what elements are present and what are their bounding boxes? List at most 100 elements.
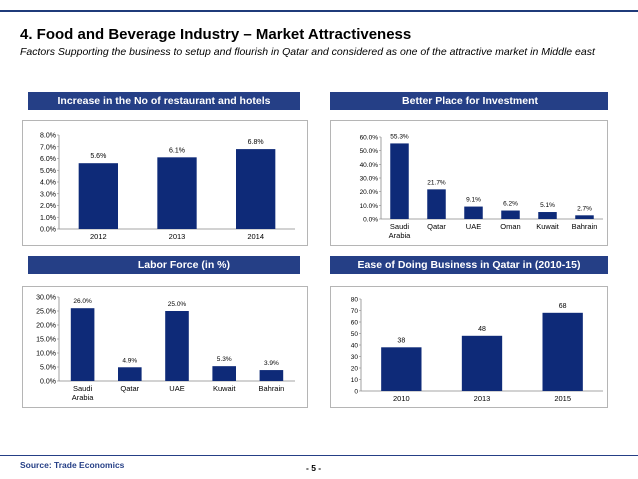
investment-data-label: 21.7% [427,179,446,186]
business-bar [542,312,583,391]
investment-ytick-label: 20.0% [360,189,379,196]
business-ytick-label: 70 [351,308,359,315]
investment-bar [390,143,409,219]
restaurants-chart: 0.0% 1.0% 2.0% 3.0% 4.0% 5.0% 6.0% 7.0% 8.0% 5.6%… [22,120,308,246]
investment-ytick-label: 10.0% [360,203,379,210]
investment-bar [575,215,594,219]
page-title: 4. Food and Beverage Industry – Market A… [20,26,412,43]
investment-ytick-label: 60.0% [360,135,379,142]
investment-data-label: 6.2% [503,201,518,208]
labor-data-label: 26.0% [73,298,92,305]
investment-ytick-label: 30.0% [360,176,379,183]
labor-ytick-label: 25.0% [36,309,56,316]
restaurants-ytick-label: 2.0% [40,203,56,210]
business-category-label: 2013 [474,394,491,403]
business-category-label: 2010 [393,394,410,403]
business-data-label: 38 [397,337,405,344]
investment-ytick-label: 40.0% [360,162,379,169]
investment-category-label: Oman [500,222,520,231]
restaurants-ytick-label: 1.0% [40,215,56,222]
labor-ytick-label: 10.0% [36,351,56,358]
restaurants-ytick-label: 6.0% [40,156,56,163]
investment-data-label: 9.1% [466,197,481,204]
business-chart-svg: 0 10 20 30 40 50 60 70 80 38 2010 48 2013 68 2015 [351,297,603,403]
labor-chart-title: Labor Force (in %) [137,259,230,271]
labor-category-label: UAE [169,384,184,393]
investment-chart-banner: Better Place for Investment [330,92,608,110]
restaurants-data-label: 6.8% [248,139,264,146]
investment-category-label: Qatar [427,222,446,231]
business-ytick-label: 20 [351,366,359,373]
investment-data-label: 5.1% [540,202,555,209]
labor-bar [212,366,236,381]
investment-bar [538,212,557,219]
investment-bar [464,206,483,219]
investment-ytick-label: 50.0% [360,148,379,155]
investment-bar [427,189,446,219]
restaurants-chart-title: Increase in the No of restaurant and hot… [57,95,271,107]
business-ytick-label: 10 [351,377,359,384]
page-subtitle: Factors Supporting the business to setup… [20,46,595,58]
source-note: Source: Trade Economics [20,460,125,470]
restaurants-category-label: 2013 [169,232,186,241]
business-data-label: 68 [559,303,567,310]
labor-data-label: 5.3% [217,356,232,363]
labor-ytick-label: 30.0% [36,295,56,302]
restaurants-category-label: 2012 [90,232,107,241]
labor-bar [259,370,284,381]
business-bar [461,335,503,391]
investment-category-label: Kuwait [536,222,559,231]
restaurants-data-label: 6.1% [169,147,185,154]
business-chart-banner: Ease of Doing Business in Qatar in (2010… [330,256,608,274]
investment-chart: 0.0% 10.0% 20.0% 30.0% 40.0% 50.0% 60.0% 55.3% S… [330,120,608,246]
top-rule [0,10,638,12]
business-chart: 0 10 20 30 40 50 60 70 80 38 2010 48 2013 68 2015 [330,286,608,408]
investment-bar [501,210,520,219]
labor-data-label: 4.9% [122,357,137,364]
labor-chart-banner: Labor Force (in %) [28,256,300,274]
labor-category-label: Qatar [120,384,139,393]
investment-category-label: Bahrain [572,222,598,231]
restaurants-ytick-label: 0.0% [40,227,56,234]
restaurants-bar [236,149,276,229]
restaurants-ytick-label: 8.0% [40,133,56,140]
restaurants-chart-banner: Increase in the No of restaurant and hot… [28,92,300,110]
labor-ytick-label: 0.0% [40,379,56,386]
labor-ytick-label: 5.0% [40,365,56,372]
labor-bar [165,311,189,381]
labor-bar [118,367,142,381]
labor-category-label: Bahrain [258,384,284,393]
restaurants-bar [157,157,197,229]
business-ytick-label: 40 [351,343,359,350]
business-category-label: 2015 [554,394,571,403]
business-ytick-label: 0 [354,389,358,396]
restaurants-chart-svg: 0.0% 1.0% 2.0% 3.0% 4.0% 5.0% 6.0% 7.0% 8.0% 5.6%… [40,133,295,241]
investment-category-label: Saudi [390,222,410,231]
labor-category-label: Kuwait [213,384,236,393]
restaurants-ytick-label: 3.0% [40,191,56,198]
investment-chart-title: Better Place for Investment [402,95,538,107]
labor-ytick-label: 20.0% [36,323,56,330]
labor-bar [70,308,95,381]
business-ytick-label: 60 [351,320,359,327]
restaurants-ytick-label: 4.0% [40,180,56,187]
labor-data-label: 25.0% [168,301,187,308]
investment-ytick-label: 0.0% [363,217,378,224]
investment-chart-svg: 0.0% 10.0% 20.0% 30.0% 40.0% 50.0% 60.0% 55.3% S… [360,133,603,240]
labor-data-label: 3.9% [264,360,279,367]
business-bar [381,347,422,391]
investment-data-label: 55.3% [390,133,409,140]
labor-chart-svg: 0.0% 5.0% 10.0% 15.0% 20.0% 25.0% 30.0% 26.0% Sa… [36,295,295,402]
labor-category-label: Arabia [72,393,95,402]
restaurants-data-label: 5.6% [90,153,106,160]
investment-category-label: UAE [466,222,481,231]
business-chart-title: Ease of Doing Business in Qatar in (2010… [357,259,581,271]
labor-chart: 0.0% 5.0% 10.0% 15.0% 20.0% 25.0% 30.0% 26.0% Sa… [22,286,308,408]
business-ytick-label: 50 [351,331,359,338]
labor-ytick-label: 15.0% [36,337,56,344]
business-data-label: 48 [478,326,486,333]
restaurants-ytick-label: 5.0% [40,168,56,175]
investment-data-label: 2.7% [577,205,592,212]
restaurants-category-label: 2014 [247,232,264,241]
restaurants-ytick-label: 7.0% [40,144,56,151]
